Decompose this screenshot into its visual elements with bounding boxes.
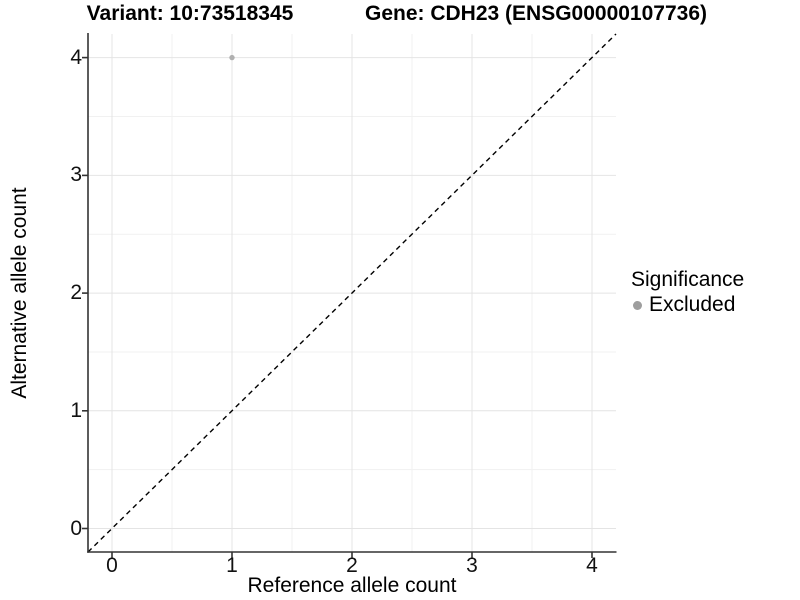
- identity-reference-line: [87, 33, 617, 553]
- x-axis-title: Reference allele count: [247, 574, 457, 597]
- x-tick-label-2: 2: [346, 554, 358, 577]
- legend-item-excluded: Excluded: [631, 293, 744, 317]
- tick-marks: [82, 56, 593, 558]
- x-tick-label-3: 3: [466, 554, 478, 577]
- legend-point-icon: [633, 300, 642, 310]
- x-tick-label-1: 1: [226, 554, 238, 577]
- data-point-excluded: [229, 54, 235, 61]
- y-tick-label-0: 0: [70, 516, 82, 540]
- y-tick-label-4: 4: [70, 45, 82, 69]
- legend: Significance Excluded: [631, 268, 744, 317]
- legend-title: Significance: [631, 268, 745, 291]
- y-tick-label-3: 3: [70, 163, 82, 187]
- gene-title: Gene: CDH23 (ENSG00000107736): [364, 2, 708, 25]
- x-tick-label-4: 4: [586, 554, 598, 577]
- y-tick-label-1: 1: [70, 398, 82, 422]
- x-tick-label-0: 0: [106, 554, 118, 577]
- y-tick-label-2: 2: [70, 281, 82, 305]
- y-axis-title: Alternative allele count: [8, 187, 31, 399]
- legend-label-excluded: Excluded: [649, 293, 736, 316]
- grid-major-lines: [88, 34, 616, 552]
- variant-title: Variant: 10:73518345: [86, 2, 294, 25]
